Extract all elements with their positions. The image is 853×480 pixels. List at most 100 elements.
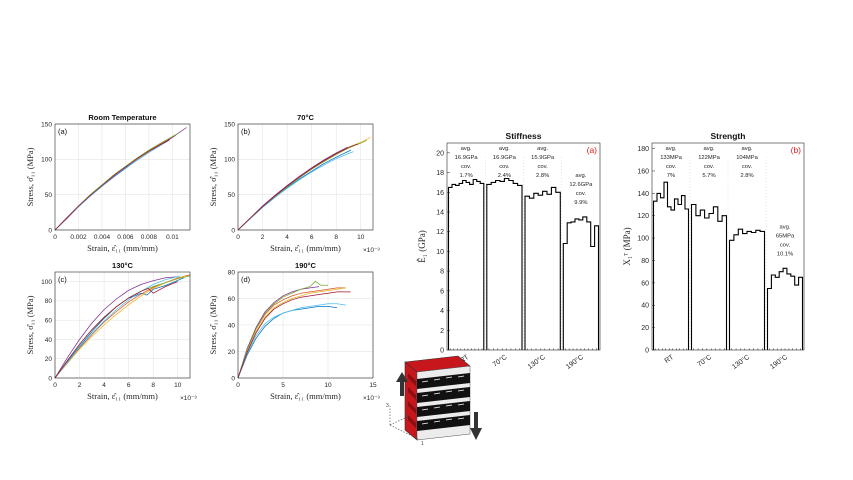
sample-bar-3 (562, 216, 600, 350)
series-line-2 (54, 275, 186, 379)
sample-bar-0 (447, 178, 485, 350)
y-tick-label: 100 (41, 279, 52, 286)
y-tick-label: 2 (440, 328, 444, 335)
annotation-avg: 133MPa (660, 155, 682, 161)
annotation-avg-label: avg. (666, 146, 677, 152)
y-tick-label: 180 (637, 146, 649, 153)
x-tick-label: 0 (236, 234, 240, 241)
load-arrow-down-icon (470, 412, 482, 440)
annotation-avg-label: avg. (575, 173, 586, 179)
x-tick-label: 0 (236, 382, 240, 389)
y-tick-label: 14 (436, 210, 444, 217)
y-tick-label: 80 (228, 269, 236, 276)
chart-title: 130°C (112, 261, 134, 270)
annotation-cov: 5.7% (702, 173, 715, 179)
category-label: 70°C (696, 353, 713, 369)
category-label: RT (459, 353, 471, 364)
y-tick-label: 60 (228, 296, 236, 303)
axes-frame (651, 142, 805, 351)
y-axis-label: X₁ᵀ (MPa) (622, 227, 632, 265)
panel-label: (b) (791, 145, 802, 155)
chart-3: 0 5 10 15 0 20 40 60 80 ×10⁻³ 190°C (d) Strain, ε̂₁₁… (208, 261, 380, 402)
axes-frame (446, 142, 601, 351)
chart-title: Room Temperature (88, 113, 156, 122)
category-label: 130°C (731, 353, 752, 371)
category-label: 190°C (769, 353, 790, 371)
chart-2: 0 2 4 6 8 10020406080100×10⁻³130°C(c)Strain, … (25, 261, 197, 402)
annotation-avg-label: avg. (499, 146, 510, 152)
x-tick-label: 8 (151, 382, 155, 389)
y-tick-label: 40 (641, 303, 649, 310)
category-label: 70°C (491, 353, 508, 369)
x-tick-label: 10 (324, 382, 332, 389)
annotation-cov: 1.7% (460, 173, 473, 179)
y-tick-label: 6 (440, 288, 444, 295)
coordinate-axes-icon (389, 406, 421, 441)
annotation-cov-label: cov. (499, 164, 510, 170)
y-tick-label: 80 (641, 258, 649, 265)
y-tick-label: 80 (45, 298, 53, 305)
x-tick-label: 4 (102, 382, 106, 389)
sample-bar-1 (486, 177, 523, 350)
y-tick-label: 100 (224, 157, 235, 164)
y-tick-label: 50 (228, 192, 236, 199)
series-line-6 (54, 139, 170, 231)
y-axis-label: Ê₁ (GPa) (417, 230, 427, 262)
plot-area (238, 124, 373, 230)
x-tick-label: 2 (78, 382, 82, 389)
y-axis-label: Stress, σ̂₁₁ (MPa) (208, 147, 218, 206)
panel-label: (a) (58, 127, 68, 136)
axes-frame (237, 123, 374, 231)
y-tick-label: 4 (440, 308, 444, 315)
series-line-6 (237, 291, 351, 379)
chart-title: 70°C (297, 113, 314, 122)
chart-0: 0 0.002 0.004 0.006 0.008 0.01 0 50 100 150 Room T… (25, 113, 191, 253)
annotation-avg: 122MPa (698, 155, 720, 161)
axes-frame (54, 271, 191, 379)
axis-3-label: 3 (386, 403, 389, 409)
specimen-stack-icon (404, 355, 471, 441)
category-label: 130°C (526, 353, 547, 371)
annotation-avg: 16.9GPa (455, 155, 479, 161)
y-tick-label: 0 (231, 375, 235, 382)
x-tick-label: 2 (261, 234, 265, 241)
plot-area (55, 124, 190, 230)
y-tick-label: 140 (637, 191, 649, 198)
y-tick-label: 0 (645, 348, 649, 355)
annotation-avg: 104MPa (736, 155, 758, 161)
x-tick-label: 10 (174, 382, 182, 389)
annotation-avg-label: avg. (461, 146, 472, 152)
y-tick-label: 100 (41, 157, 52, 164)
sample-bar-3 (766, 267, 804, 350)
series-line-5 (237, 303, 347, 379)
series-line-6 (54, 281, 178, 379)
x-axis-label: Strain, ε̂₁₁ (mm/mm) (87, 243, 158, 253)
x-tick-label: 15 (369, 382, 377, 389)
y-tick-label: 0 (440, 348, 444, 355)
axis-2-label: 2 (406, 414, 409, 420)
axes-frame (54, 123, 191, 231)
annotation-avg: 15.9GPa (531, 155, 555, 161)
chart-title: Stiffness (506, 131, 542, 141)
series-line-3 (237, 286, 320, 379)
specimen-illustration: 3 2 1 (386, 355, 482, 447)
x-tick-label: 0.004 (94, 234, 111, 241)
annotation-cov-label: cov. (576, 191, 587, 197)
series-line-5 (54, 275, 181, 379)
y-tick-label: 100 (637, 236, 649, 243)
y-tick-label: 8 (440, 269, 444, 276)
annotation-cov-label: cov. (666, 164, 677, 170)
x-axis-label: Strain, ε̂₁₁ (mm/mm) (270, 391, 341, 401)
y-tick-label: 16 (436, 190, 444, 197)
x-tick-label: 0.006 (117, 234, 134, 241)
x-tick-label: 0 (53, 234, 57, 241)
annotation-cov: 9.9% (574, 200, 587, 206)
y-tick-label: 20 (228, 349, 236, 356)
y-tick-label: 12 (436, 229, 444, 236)
y-tick-label: 0 (48, 227, 52, 234)
annotation-cov: 2.8% (740, 173, 753, 179)
series-line-6 (237, 143, 359, 231)
annotation-cov-label: cov. (538, 164, 549, 170)
y-tick-label: 10 (436, 249, 444, 256)
